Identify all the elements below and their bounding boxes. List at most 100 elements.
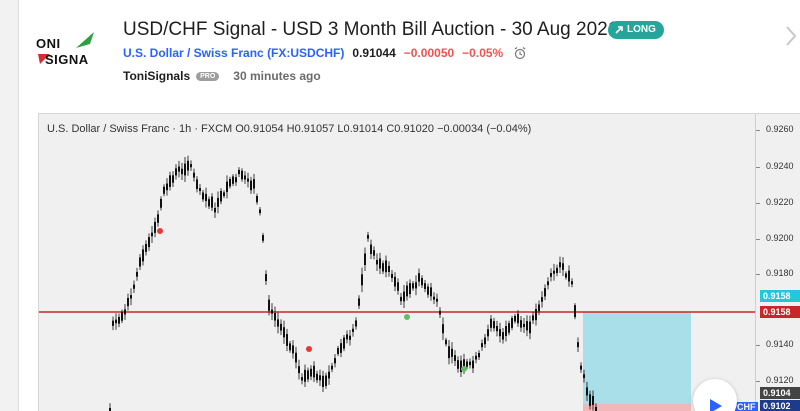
candle-body (190, 164, 192, 168)
price-axis[interactable]: 0.9260 0.9240 0.9220 0.9200 0.9180 0.914… (755, 114, 800, 411)
candle-body (178, 166, 180, 172)
play-replay-button[interactable] (693, 379, 737, 411)
left-rail (0, 0, 19, 411)
candle-body (526, 321, 528, 331)
candle-body (487, 329, 489, 337)
candle-body (580, 365, 582, 370)
candle-body (169, 175, 171, 187)
candle-body (514, 315, 516, 322)
candle-body (307, 370, 309, 380)
candle-body (376, 259, 378, 265)
candle-body (271, 309, 273, 314)
candle-body (313, 365, 315, 378)
candle-body (160, 198, 162, 208)
candle-body (322, 375, 324, 387)
candle-body (397, 282, 399, 291)
candle-body (427, 286, 429, 295)
candle-body (196, 179, 198, 190)
candle-body (499, 329, 501, 337)
candle-body (442, 324, 444, 334)
stop-zone (583, 404, 691, 411)
candle-body (277, 319, 279, 327)
target-price-tag: 0.9158 (760, 290, 800, 302)
candle-body (523, 323, 525, 328)
symbol-link[interactable]: U.S. Dollar / Swiss Franc (FX:USDCHF) (123, 46, 344, 60)
candle-body (274, 312, 276, 321)
candle-body (535, 308, 537, 321)
candle-body (241, 170, 243, 180)
candle-body (508, 323, 510, 333)
price-tick: 0.9260 (766, 124, 794, 134)
candle-body (541, 297, 543, 302)
candle-body (421, 278, 423, 286)
price-chart[interactable]: U.S. Dollar / Swiss Franc · 1h · FXCM O0… (38, 113, 800, 411)
candle-body (544, 288, 546, 297)
candle-body (457, 360, 459, 369)
candle-body (439, 310, 441, 315)
candle-body (148, 237, 150, 248)
publish-time: 30 minutes ago (233, 69, 321, 83)
chevron-right-icon[interactable] (784, 24, 798, 48)
candle-body (520, 320, 522, 328)
candle-body (343, 337, 345, 349)
symbol-change-pct: −0.05% (462, 46, 504, 60)
symbol-row: U.S. Dollar / Swiss Franc (FX:USDCHF) 0.… (123, 46, 527, 60)
candle-body (478, 352, 480, 358)
candle-body (460, 360, 462, 373)
candle-body (379, 258, 381, 269)
author-logo[interactable]: ONI SIGNA (36, 28, 106, 68)
candle-body (310, 368, 312, 377)
candle-body (517, 313, 519, 324)
tick-mark (756, 345, 760, 346)
candle-body (358, 298, 360, 306)
candle-body (175, 168, 177, 176)
candle-body (382, 263, 384, 272)
price-tick: 0.9200 (766, 233, 794, 243)
signal-dot-green (404, 314, 410, 320)
tick-mark (756, 274, 760, 275)
candle-body (232, 176, 234, 184)
tick-mark (756, 203, 760, 204)
candle-body (250, 180, 252, 191)
candle-body (118, 316, 120, 324)
candles-group (109, 155, 597, 411)
pro-badge: PRO (196, 71, 220, 81)
candle-body (418, 273, 420, 282)
candle-body (412, 283, 414, 289)
candle-body (448, 346, 450, 359)
alarm-clock-icon[interactable] (513, 46, 527, 60)
candle-body (511, 318, 513, 328)
candle-body (115, 319, 117, 324)
candle-body (403, 291, 405, 302)
candle-body (202, 192, 204, 200)
last-price-tag: 0.9102 (760, 400, 800, 411)
idea-title[interactable]: USD/CHF Signal - USD 3 Month Bill Auctio… (123, 19, 619, 40)
candle-body (361, 274, 363, 286)
candle-body (109, 407, 111, 411)
candle-body (253, 179, 255, 189)
price-tick: 0.9220 (766, 197, 794, 207)
chart-legend: U.S. Dollar / Swiss Franc · 1h · FXCM O0… (47, 123, 532, 135)
candle-body (556, 267, 558, 274)
play-icon (710, 399, 722, 411)
candle-body (577, 342, 579, 348)
candle-body (217, 197, 219, 207)
author-name[interactable]: ToniSignals (123, 69, 191, 83)
candle-body (229, 178, 231, 187)
author-row: ToniSignals PRO 30 minutes ago (123, 69, 321, 83)
candle-body (316, 373, 318, 381)
candle-body (355, 320, 357, 327)
candle-body (166, 183, 168, 191)
candle-body (367, 234, 369, 239)
logo-arrow-icon (38, 32, 94, 64)
candle-body (346, 334, 348, 340)
candle-body (589, 394, 591, 406)
candle-body (337, 348, 339, 355)
candle-body (292, 345, 294, 354)
candle-body (172, 175, 174, 183)
current-price-tag: 0.9104 (760, 387, 800, 399)
candle-body (394, 276, 396, 287)
candle-body (226, 181, 228, 193)
candles-plot[interactable] (39, 114, 755, 411)
